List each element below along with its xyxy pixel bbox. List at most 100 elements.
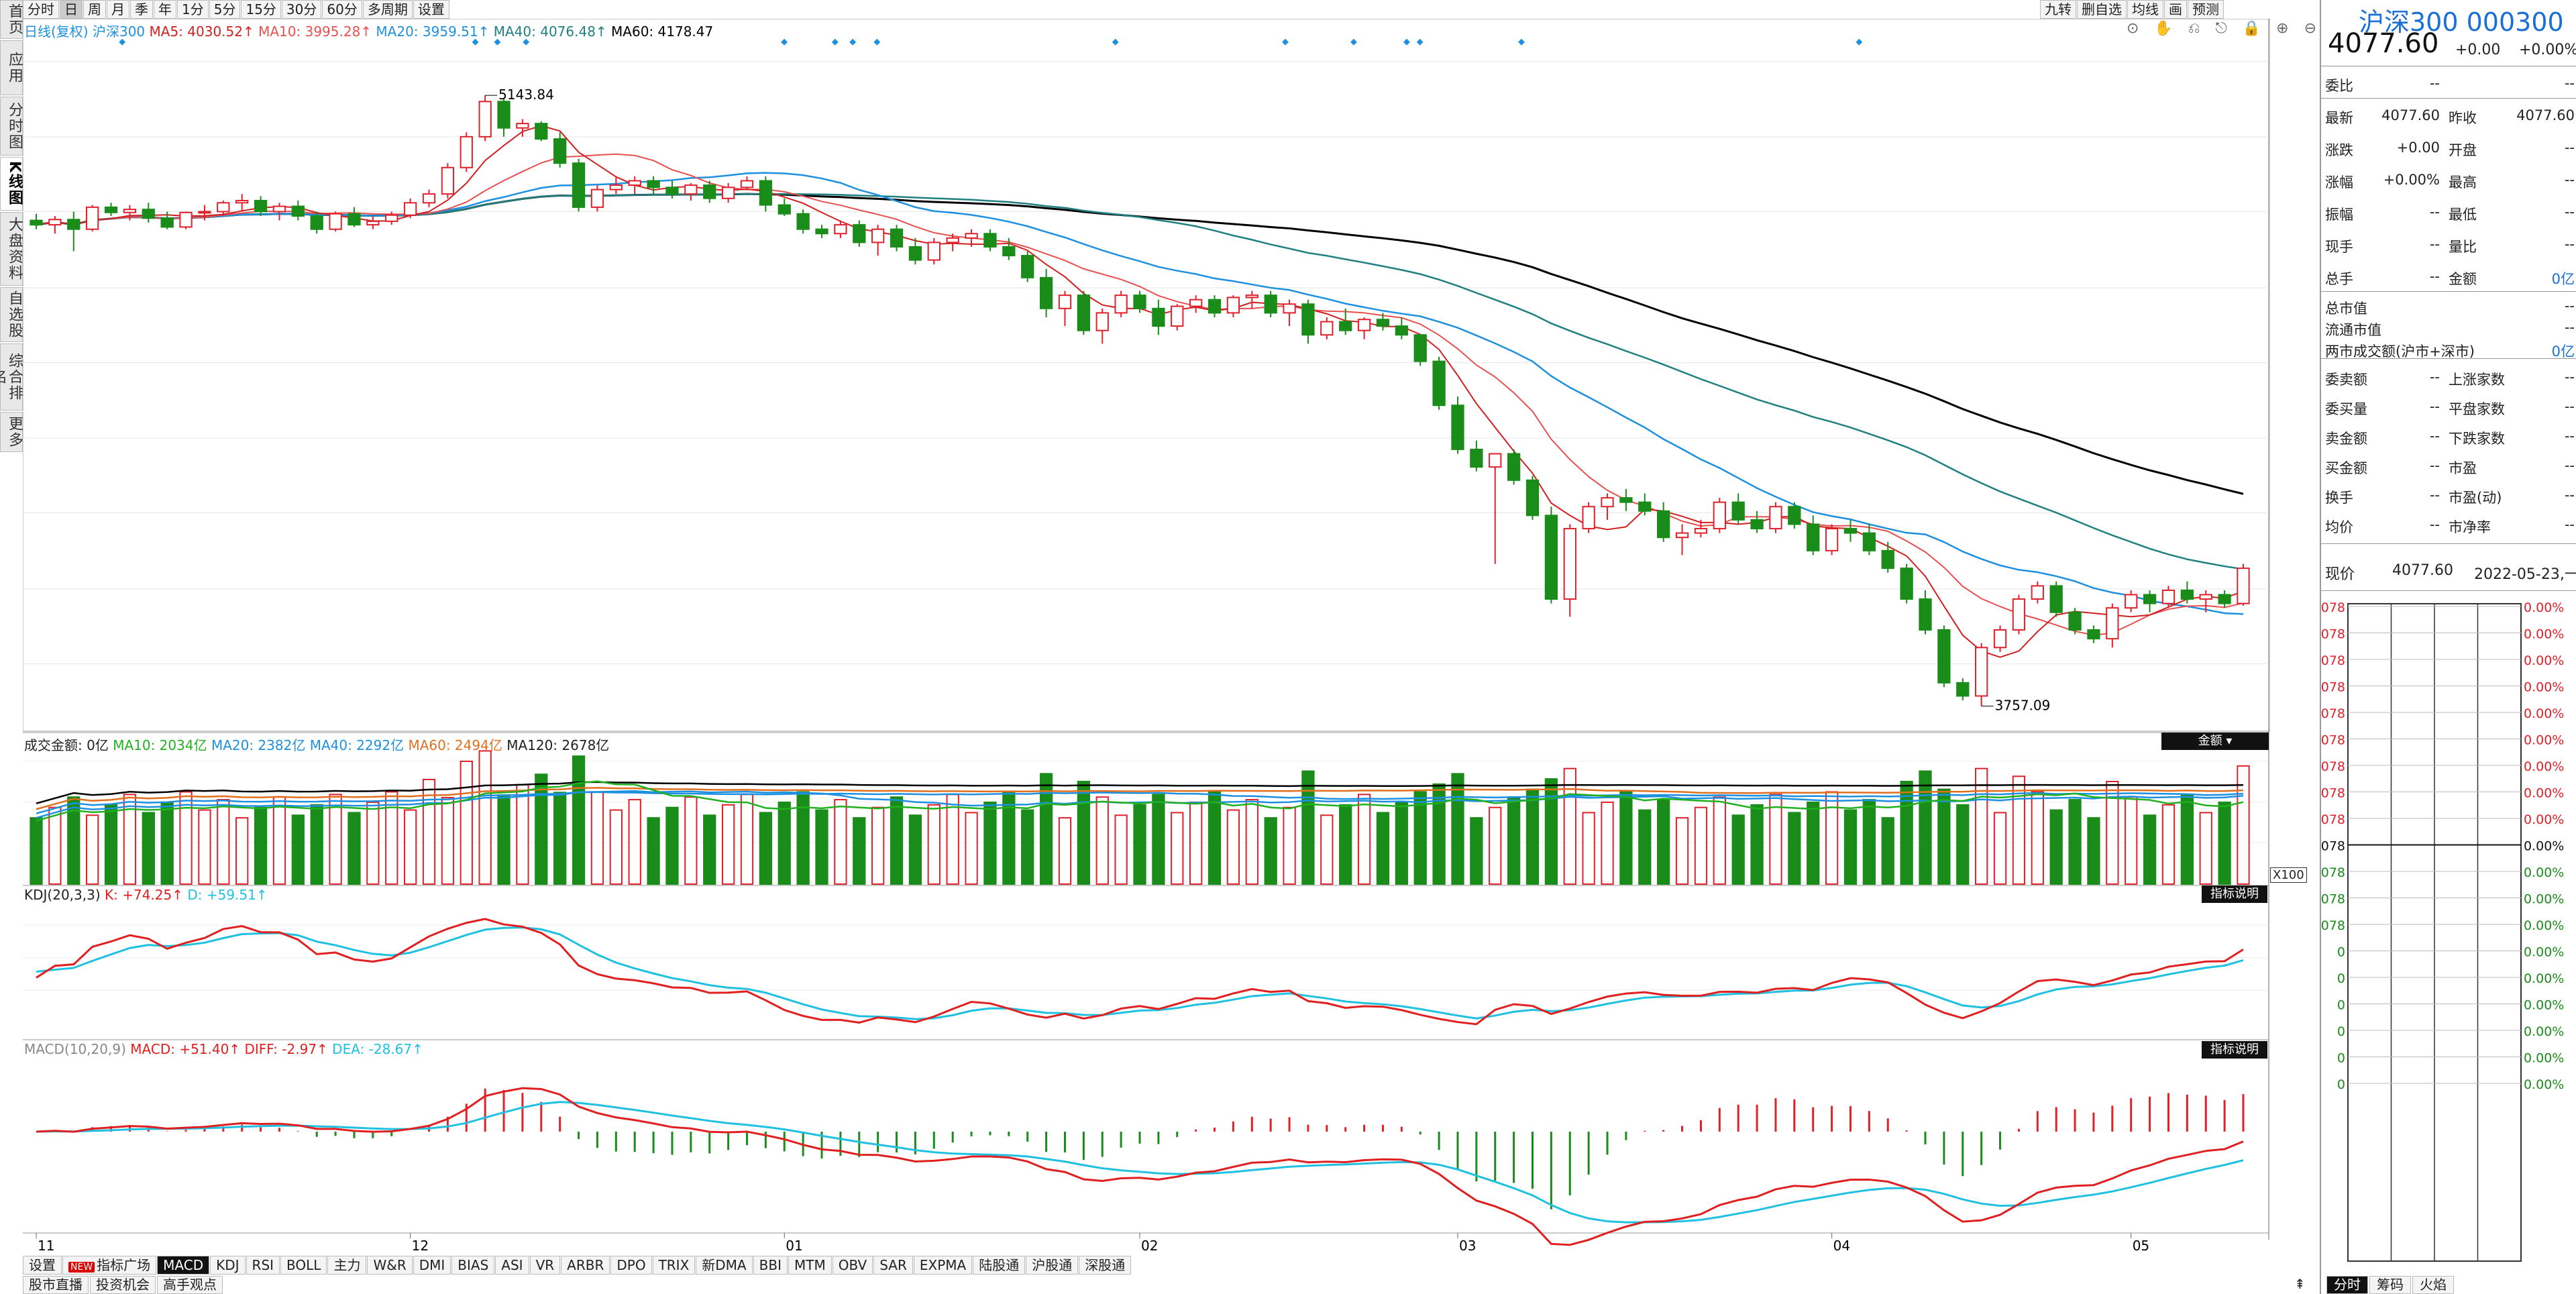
- indicator-tab-12[interactable]: ARBR: [561, 1256, 610, 1275]
- candle-body[interactable]: [1432, 360, 1446, 407]
- kdj-help-button[interactable]: 指标说明: [2202, 885, 2267, 903]
- candle-body[interactable]: [665, 186, 679, 195]
- candle-body[interactable]: [1900, 568, 1913, 600]
- tool-btn-4[interactable]: 预测: [2188, 0, 2224, 19]
- candle-body[interactable]: [1189, 299, 1203, 307]
- candle-body[interactable]: [30, 219, 43, 226]
- candle-body[interactable]: [777, 204, 791, 215]
- candle-body[interactable]: [1395, 325, 1408, 336]
- candle-body[interactable]: [385, 214, 398, 222]
- left-tab-3[interactable]: K线图: [0, 157, 23, 211]
- candle-body[interactable]: [1544, 515, 1558, 600]
- indicator-tab-8[interactable]: DMI: [413, 1256, 451, 1275]
- candle-body[interactable]: [516, 123, 529, 129]
- vol-unit-button[interactable]: 金额 ▾: [2161, 733, 2269, 750]
- candle-body[interactable]: [403, 202, 417, 216]
- indicator-tab-19[interactable]: SAR: [873, 1256, 913, 1275]
- kline-chart[interactable]: 5221505048804707453743664196402338535143…: [23, 19, 2270, 1256]
- event-marker[interactable]: [1416, 38, 1424, 46]
- candle-body[interactable]: [2031, 585, 2044, 600]
- candle-body[interactable]: [2106, 607, 2119, 640]
- candle-body[interactable]: [1095, 312, 1109, 331]
- candle-body[interactable]: [1713, 501, 1726, 530]
- candle-body[interactable]: [254, 200, 268, 213]
- candle-body[interactable]: [1975, 647, 1988, 697]
- candle-body[interactable]: [1039, 276, 1053, 309]
- candle-body[interactable]: [1301, 303, 1315, 336]
- candle-body[interactable]: [1937, 629, 1951, 684]
- candle-body[interactable]: [983, 233, 997, 248]
- candle-body[interactable]: [1956, 682, 1970, 697]
- event-marker[interactable]: [781, 38, 788, 46]
- candle-body[interactable]: [217, 202, 230, 213]
- candle-body[interactable]: [871, 228, 885, 244]
- event-marker[interactable]: [523, 38, 530, 46]
- candle-body[interactable]: [123, 209, 137, 213]
- candle-body[interactable]: [1993, 629, 2007, 649]
- candle-body[interactable]: [759, 180, 773, 206]
- indicator-tab-16[interactable]: BBI: [753, 1256, 788, 1275]
- bottom-link-2[interactable]: 高手观点: [157, 1276, 223, 1294]
- bottom-link-1[interactable]: 投资机会: [90, 1276, 156, 1294]
- event-marker[interactable]: [1282, 38, 1289, 46]
- candle-body[interactable]: [2068, 611, 2082, 631]
- indicator-tab-20[interactable]: EXPMA: [913, 1256, 973, 1275]
- left-tab-2[interactable]: 分时图: [0, 97, 23, 156]
- candle-body[interactable]: [2012, 598, 2026, 631]
- candle-body[interactable]: [2199, 594, 2212, 600]
- candle-body[interactable]: [1357, 319, 1371, 331]
- candle-body[interactable]: [1525, 479, 1540, 517]
- event-marker[interactable]: [849, 38, 857, 46]
- period-tab-5[interactable]: 年: [154, 0, 176, 19]
- event-marker[interactable]: [1518, 38, 1525, 46]
- quote-bottom-tab-2[interactable]: 火焰: [2412, 1276, 2454, 1294]
- candle-body[interactable]: [609, 184, 623, 191]
- candle-body[interactable]: [1919, 598, 1932, 631]
- left-tab-4[interactable]: 大盘资料: [0, 212, 23, 286]
- candle-body[interactable]: [310, 215, 323, 230]
- candle-body[interactable]: [198, 211, 211, 214]
- left-tab-0[interactable]: 首页: [0, 0, 23, 39]
- quote-bottom-tab-0[interactable]: 分时: [2326, 1276, 2368, 1294]
- candle-body[interactable]: [1601, 497, 1614, 508]
- tool-btn-0[interactable]: 九转: [2040, 0, 2076, 19]
- candle-body[interactable]: [1694, 528, 1708, 534]
- candle-body[interactable]: [628, 180, 641, 186]
- candle-body[interactable]: [1843, 528, 1858, 534]
- candle-body[interactable]: [1077, 294, 1090, 331]
- candle-body[interactable]: [946, 237, 959, 244]
- candle-body[interactable]: [2143, 594, 2157, 604]
- indicator-tab-10[interactable]: ASI: [495, 1256, 529, 1275]
- period-tab-1[interactable]: 日: [60, 0, 83, 19]
- candle-body[interactable]: [1226, 296, 1240, 314]
- period-tab-10[interactable]: 60分: [322, 0, 362, 19]
- candle-body[interactable]: [1489, 453, 1502, 468]
- candle-body[interactable]: [796, 213, 810, 230]
- indicator-tab-17[interactable]: MTM: [788, 1256, 832, 1275]
- candle-body[interactable]: [48, 219, 62, 226]
- tool-btn-3[interactable]: 画: [2164, 0, 2187, 19]
- indicator-tab-18[interactable]: OBV: [832, 1256, 873, 1275]
- indicator-tab-1[interactable]: NEW 指标广场: [62, 1256, 157, 1275]
- candle-body[interactable]: [1171, 305, 1184, 327]
- candle-body[interactable]: [2161, 589, 2176, 604]
- candle-body[interactable]: [1451, 405, 1464, 450]
- indicator-tab-15[interactable]: 新DMA: [696, 1256, 753, 1275]
- candle-body[interactable]: [1208, 299, 1222, 314]
- candle-body[interactable]: [1731, 501, 1745, 521]
- candle-body[interactable]: [1657, 510, 1670, 539]
- candle-body[interactable]: [1750, 519, 1764, 530]
- left-tab-6[interactable]: 综合排名: [0, 343, 23, 411]
- candle-body[interactable]: [1825, 528, 1839, 551]
- candle-body[interactable]: [927, 241, 941, 261]
- candle-body[interactable]: [553, 138, 567, 164]
- candle-body[interactable]: [815, 228, 828, 235]
- candle-body[interactable]: [1788, 506, 1801, 525]
- event-marker[interactable]: [1350, 38, 1357, 46]
- period-tab-2[interactable]: 周: [83, 0, 106, 19]
- event-marker[interactable]: [873, 38, 881, 46]
- candle-body[interactable]: [1339, 321, 1352, 331]
- indicator-tab-4[interactable]: RSI: [246, 1256, 280, 1275]
- indicator-tab-7[interactable]: W&R: [367, 1256, 413, 1275]
- candle-body[interactable]: [1152, 307, 1165, 327]
